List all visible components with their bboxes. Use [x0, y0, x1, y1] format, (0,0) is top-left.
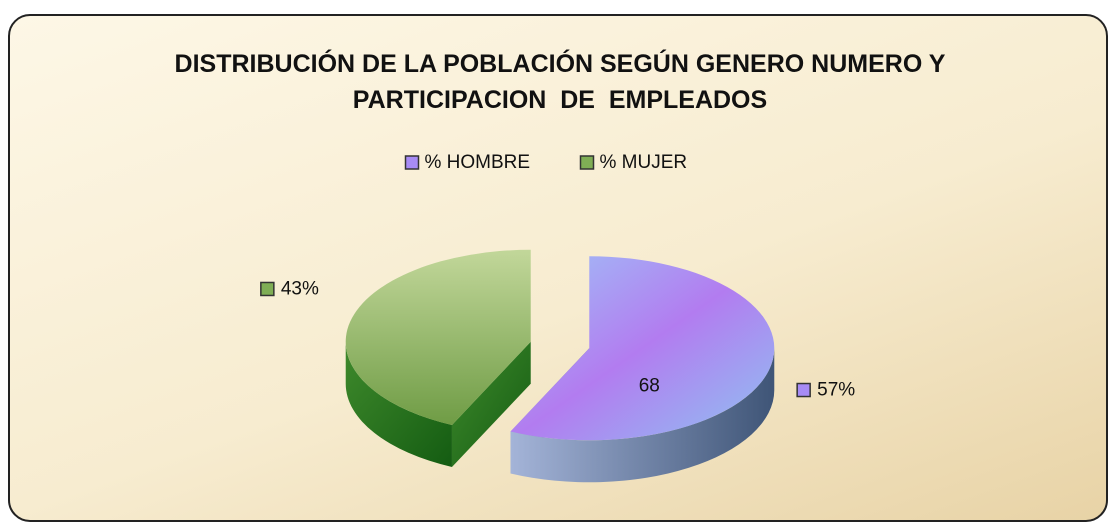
- label-key: [796, 382, 811, 398]
- label-key: [260, 281, 275, 297]
- slice-side: [510, 348, 775, 483]
- data-label: 57%: [817, 380, 855, 401]
- annotation: 68: [639, 375, 660, 396]
- slice-top: [510, 256, 775, 441]
- slice-face: [451, 341, 531, 467]
- data-label: 43%: [281, 278, 319, 299]
- legend-label: % MUJER: [600, 152, 688, 173]
- slice: [345, 249, 531, 467]
- chart-title: DISTRIBUCIÓN DE LA POBLACIÓN SEGÚN GENER…: [174, 50, 953, 114]
- slice: [510, 256, 775, 483]
- legend-swatch: [579, 155, 595, 170]
- legend-swatch: [404, 155, 420, 170]
- legend-label: % HOMBRE: [425, 152, 531, 173]
- slice-top: [345, 249, 531, 425]
- slice-side: [345, 341, 452, 467]
